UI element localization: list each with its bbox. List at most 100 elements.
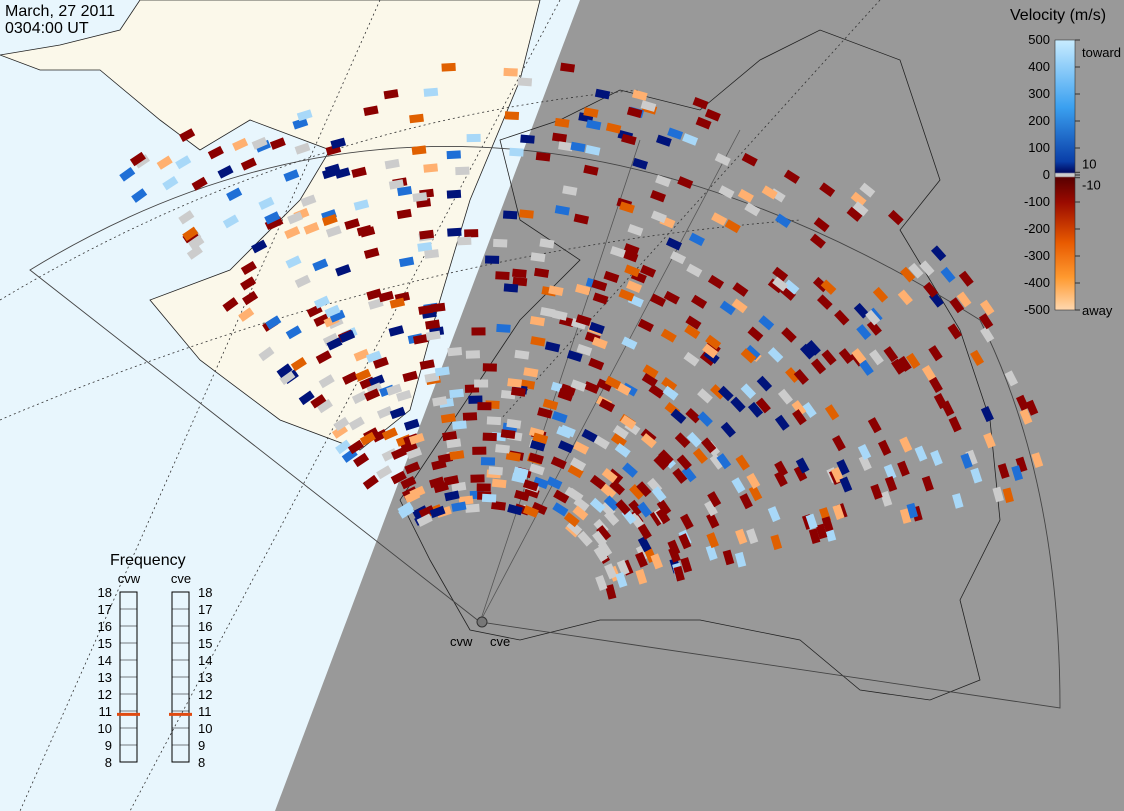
cell <box>805 340 821 356</box>
cell <box>747 326 764 342</box>
cell <box>559 424 576 438</box>
cell <box>692 448 708 464</box>
cell <box>175 155 192 170</box>
cell <box>810 358 827 375</box>
cell <box>668 546 681 563</box>
cell <box>310 394 327 409</box>
cell <box>495 444 510 454</box>
tick-label: 8 <box>105 755 112 770</box>
cell <box>615 499 631 515</box>
cell <box>290 356 307 372</box>
cell <box>853 302 870 319</box>
cell <box>446 189 462 199</box>
cell <box>408 432 425 445</box>
cell <box>322 332 339 347</box>
cell <box>740 348 757 364</box>
cell <box>564 486 581 501</box>
cell <box>522 505 539 518</box>
cell <box>335 264 352 277</box>
cell <box>852 201 869 217</box>
cell <box>363 105 379 117</box>
cell <box>781 327 797 343</box>
cell <box>648 384 665 399</box>
cell <box>952 493 964 509</box>
cell <box>325 225 342 238</box>
cell <box>585 144 601 156</box>
cell <box>251 239 268 254</box>
cell <box>615 572 628 588</box>
cell <box>530 252 546 263</box>
cell <box>604 510 620 526</box>
cell <box>897 289 913 306</box>
cell <box>575 283 591 296</box>
tick-label: -500 <box>1024 302 1050 317</box>
cell <box>557 440 574 454</box>
cell <box>746 528 759 545</box>
cell <box>923 281 939 298</box>
cell <box>761 185 778 200</box>
cell <box>581 428 598 443</box>
cell <box>621 133 637 146</box>
cell <box>528 452 544 465</box>
cell <box>775 213 792 229</box>
cell <box>899 436 913 453</box>
cell <box>570 141 586 153</box>
toward-label: toward <box>1082 45 1121 60</box>
cell <box>365 350 382 363</box>
cell <box>507 504 523 516</box>
cell <box>697 388 713 404</box>
radar-site <box>476 616 488 628</box>
cell <box>1031 452 1044 468</box>
cell <box>815 523 828 540</box>
cell <box>656 499 672 516</box>
cell <box>832 435 846 452</box>
cell <box>978 313 994 330</box>
cell <box>719 300 736 316</box>
cell <box>517 77 533 87</box>
cell <box>948 416 962 433</box>
cell <box>348 416 365 431</box>
cell <box>792 409 807 426</box>
cell <box>500 429 516 439</box>
cell <box>476 483 491 492</box>
cell <box>593 546 608 563</box>
cell <box>470 474 485 483</box>
cell <box>650 553 663 570</box>
cell <box>601 468 618 484</box>
cell <box>650 210 667 224</box>
cell <box>351 166 367 178</box>
cell <box>596 378 613 392</box>
fov-outline <box>29 145 1061 709</box>
cell <box>446 150 461 160</box>
cell <box>619 201 635 214</box>
cell <box>774 470 788 488</box>
cell <box>284 226 301 240</box>
cell <box>446 438 462 449</box>
cell <box>872 286 889 303</box>
cell <box>316 398 333 414</box>
cell <box>443 475 459 486</box>
cell <box>899 508 912 524</box>
cell <box>294 142 311 155</box>
cell <box>635 568 648 585</box>
cell <box>921 364 937 382</box>
cell <box>614 442 631 458</box>
cell <box>665 237 683 251</box>
tick-label: 13 <box>198 670 212 685</box>
cell <box>265 315 282 330</box>
cell <box>383 89 399 100</box>
cell <box>335 439 352 455</box>
cell <box>772 266 789 282</box>
cell <box>447 227 462 237</box>
cell <box>1004 370 1019 387</box>
cell <box>813 217 830 233</box>
cell <box>970 467 983 484</box>
cell <box>251 136 268 150</box>
cell <box>591 336 608 350</box>
cell <box>449 388 464 399</box>
cell <box>296 109 313 122</box>
cell <box>583 107 599 118</box>
cell <box>222 297 239 312</box>
cell <box>510 386 526 397</box>
cell <box>732 282 749 297</box>
